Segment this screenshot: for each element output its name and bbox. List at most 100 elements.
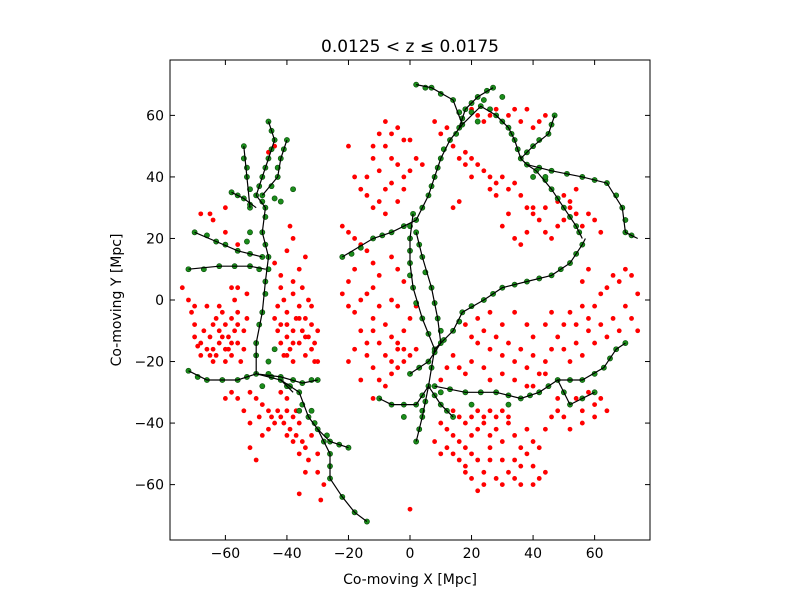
field-galaxy-point xyxy=(290,439,296,444)
filament-spine-line xyxy=(520,115,556,159)
field-galaxy-point xyxy=(407,352,413,358)
field-galaxy-point xyxy=(346,359,351,364)
filament-galaxy-point xyxy=(536,137,543,143)
field-galaxy-point xyxy=(229,340,234,346)
field-galaxy-point xyxy=(281,297,287,303)
field-galaxy-point xyxy=(306,457,311,463)
field-galaxy-point xyxy=(635,328,641,334)
field-galaxy-point xyxy=(382,352,388,358)
filament-spine-line xyxy=(428,385,454,418)
field-galaxy-point xyxy=(512,377,518,383)
field-galaxy-point xyxy=(530,352,536,358)
filament-spine-line xyxy=(434,238,586,350)
chart-title: 0.0125 < z ≤ 0.0175 xyxy=(321,37,499,57)
field-galaxy-point xyxy=(616,279,622,284)
field-galaxy-point xyxy=(567,309,573,315)
field-galaxy-point xyxy=(487,112,493,118)
field-galaxy-point xyxy=(610,272,616,278)
filament-galaxy-point xyxy=(474,118,481,125)
field-galaxy-point xyxy=(213,316,219,321)
field-galaxy-point xyxy=(370,328,376,334)
field-galaxy-point xyxy=(284,408,290,414)
field-galaxy-point xyxy=(226,346,231,352)
field-galaxy-point xyxy=(506,420,511,426)
field-galaxy-point xyxy=(542,359,548,364)
field-galaxy-point xyxy=(272,420,278,426)
field-galaxy-point xyxy=(287,346,293,352)
field-galaxy-point xyxy=(198,352,204,358)
field-galaxy-point xyxy=(192,322,198,328)
field-galaxy-point xyxy=(376,199,382,204)
field-galaxy-point xyxy=(542,205,548,211)
field-galaxy-point xyxy=(210,346,216,352)
field-galaxy-point xyxy=(287,426,293,432)
filament-galaxy-point xyxy=(437,389,444,396)
field-galaxy-point xyxy=(512,236,518,241)
filament-galaxy-point xyxy=(265,358,272,365)
field-galaxy-point xyxy=(462,469,468,475)
x-axis-label: Co-moving X [Mpc] xyxy=(343,572,477,588)
field-galaxy-point xyxy=(290,279,296,284)
field-galaxy-point xyxy=(309,346,314,352)
filament-galaxy-point xyxy=(277,198,284,205)
field-galaxy-point xyxy=(376,377,382,383)
field-galaxy-point xyxy=(401,137,407,143)
field-galaxy-point xyxy=(179,285,185,291)
field-galaxy-point xyxy=(247,445,253,451)
field-galaxy-point xyxy=(493,180,499,186)
field-galaxy-point xyxy=(389,297,394,303)
field-galaxy-point xyxy=(389,334,394,340)
field-galaxy-point xyxy=(530,383,536,389)
field-galaxy-point xyxy=(573,322,579,328)
field-galaxy-point xyxy=(229,389,234,395)
filament-spine-line xyxy=(378,213,436,406)
field-galaxy-point xyxy=(604,334,610,340)
field-galaxy-point xyxy=(229,285,234,291)
field-galaxy-point xyxy=(296,316,302,321)
field-galaxy-point xyxy=(555,334,561,340)
field-galaxy-point xyxy=(475,162,481,168)
field-galaxy-point xyxy=(438,131,444,137)
field-galaxy-point xyxy=(312,340,318,346)
filament-galaxy-point xyxy=(530,174,536,180)
field-galaxy-point xyxy=(506,186,511,192)
field-galaxy-point xyxy=(247,420,253,426)
field-galaxy-point xyxy=(512,476,518,481)
field-galaxy-point xyxy=(419,162,425,168)
field-galaxy-point xyxy=(487,377,493,383)
field-galaxy-point xyxy=(232,328,238,334)
field-galaxy-point xyxy=(370,156,376,161)
field-galaxy-point xyxy=(438,451,444,457)
field-galaxy-point xyxy=(542,469,548,475)
field-galaxy-point xyxy=(561,217,567,223)
field-galaxy-point xyxy=(487,346,493,352)
field-galaxy-point xyxy=(499,322,505,328)
field-galaxy-point xyxy=(259,432,265,438)
field-galaxy-point xyxy=(462,371,468,377)
field-galaxy-point xyxy=(395,365,401,371)
field-galaxy-point xyxy=(432,119,438,124)
field-galaxy-point xyxy=(444,445,450,451)
filament-galaxy-point xyxy=(551,112,558,119)
field-galaxy-point xyxy=(259,402,265,408)
field-galaxy-point xyxy=(506,112,511,118)
field-galaxy-point xyxy=(395,266,401,272)
field-galaxy-point xyxy=(487,408,493,414)
field-galaxy-point xyxy=(518,463,524,469)
field-galaxy-point xyxy=(346,303,351,309)
field-galaxy-point xyxy=(475,408,481,414)
field-galaxy-point xyxy=(364,352,370,358)
field-galaxy-point xyxy=(370,260,376,266)
field-galaxy-point xyxy=(207,352,213,358)
field-galaxy-point xyxy=(222,396,228,401)
field-galaxy-point xyxy=(530,463,536,469)
filament-spine-line xyxy=(255,121,319,430)
field-galaxy-point xyxy=(253,457,259,463)
field-galaxy-point xyxy=(592,340,598,346)
filament-galaxy-point xyxy=(542,174,549,180)
field-galaxy-point xyxy=(278,340,284,346)
field-galaxy-point xyxy=(238,359,244,364)
field-galaxy-point xyxy=(192,303,198,309)
field-galaxy-point xyxy=(284,396,290,401)
field-galaxy-point xyxy=(358,297,364,303)
